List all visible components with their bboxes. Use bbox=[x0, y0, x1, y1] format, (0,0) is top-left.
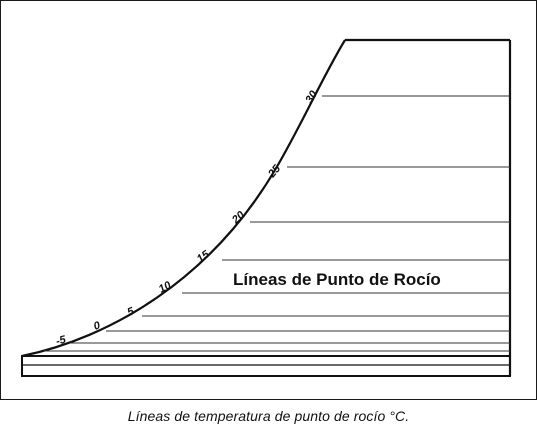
tick-label: 10 bbox=[157, 279, 174, 296]
base-band bbox=[21, 355, 511, 377]
tick-label: 20 bbox=[229, 209, 248, 227]
diagram-frame bbox=[0, 0, 537, 400]
dew-point-lines-label: Líneas de Punto de Rocío bbox=[233, 270, 441, 289]
saturation-curve bbox=[21, 39, 346, 358]
dew-point-diagram: -5 0 5 10 15 20 25 30 Líneas de Punto de… bbox=[21, 38, 512, 377]
tick-label: 25 bbox=[265, 162, 283, 181]
tick-label: 15 bbox=[195, 248, 213, 265]
figure-caption: Líneas de temperatura de punto de rocío … bbox=[127, 408, 410, 424]
tick-label: 0 bbox=[92, 319, 102, 333]
tick-label: 5 bbox=[126, 305, 137, 319]
tick-label: -5 bbox=[55, 334, 68, 348]
dew-point-lines bbox=[44, 95, 510, 352]
